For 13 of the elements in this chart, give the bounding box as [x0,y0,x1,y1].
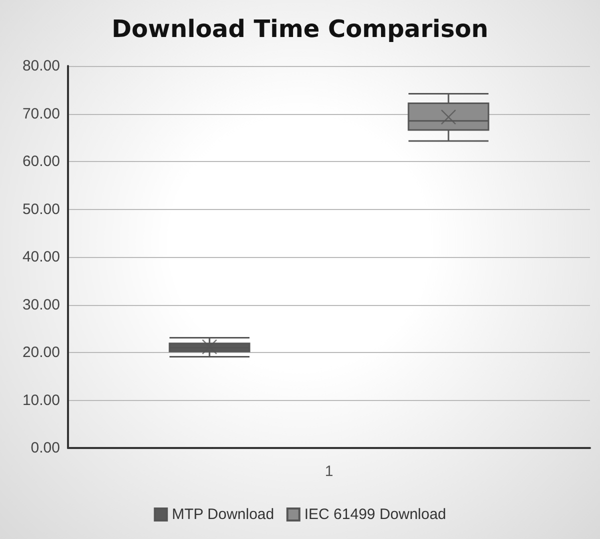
y-tick-label: 70.00 [22,105,60,122]
y-tick-label: 10.00 [22,392,60,409]
legend-label: MTP Download [172,506,274,523]
y-tick-label: 80.00 [22,58,60,74]
y-tick-label: 40.00 [22,248,60,266]
y-tick-label: 0.00 [30,440,60,456]
y-tick-label: 60.00 [22,153,60,170]
x-tick-label: 1 [324,463,334,480]
chart-title: Download Time Comparison [112,15,488,43]
y-tick-label: 50.00 [22,200,60,218]
y-tick-label: 20.00 [22,344,60,361]
legend-label: IEC 61499 Download [304,506,446,523]
y-tick-label: 30.00 [22,296,60,314]
